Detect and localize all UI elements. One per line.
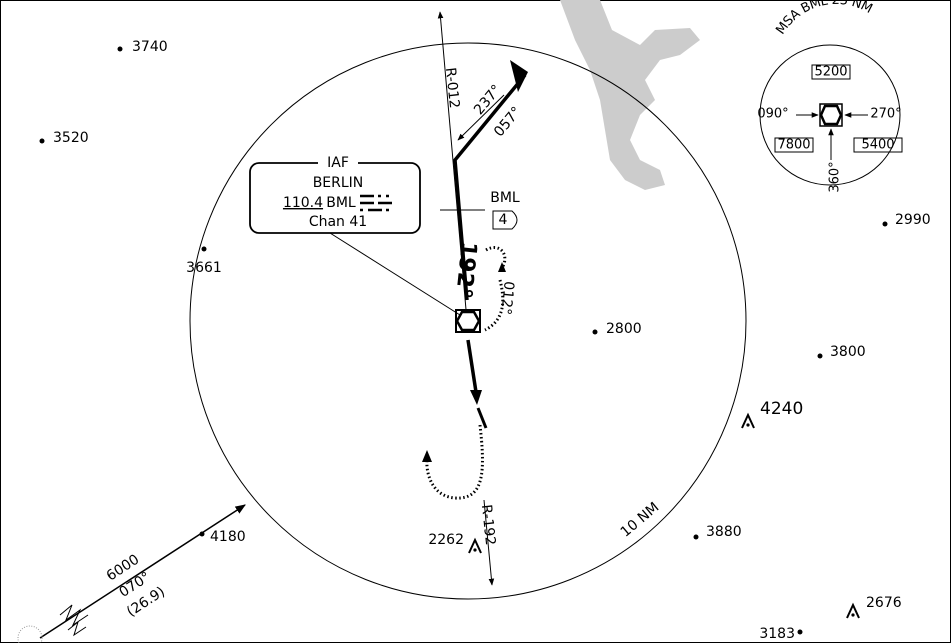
final-arrow [470, 390, 482, 405]
peak-dot [473, 548, 477, 552]
msa-left: 7800 [777, 138, 810, 153]
spot-dot [39, 138, 45, 144]
spot-dot [693, 534, 699, 540]
spot-dot [592, 329, 598, 335]
outbound-course [453, 73, 527, 301]
spot-elevation: 3520 [53, 130, 89, 146]
spot-elevation: 2800 [606, 321, 642, 337]
hold-course-label: 012° [497, 280, 516, 315]
course-arrow [510, 60, 528, 92]
msa-right: 5400 [861, 138, 894, 153]
spot-elevation: 3740 [132, 39, 168, 55]
radial-north [437, 11, 468, 322]
feeder-fix [17, 625, 43, 643]
facility-tag: IAF [327, 155, 349, 171]
spot-elevation: 3661 [186, 260, 222, 276]
spot-dot [117, 46, 123, 52]
spot-elevation: 3183 [759, 626, 795, 642]
radial-north-label: R-012 [442, 67, 462, 109]
feeder-symbol [59, 604, 89, 637]
spot-dot [882, 221, 888, 227]
morse-code [360, 194, 392, 212]
ten-nm-ring [189, 42, 747, 600]
fix-ident: BML [490, 190, 520, 206]
holding-pattern [484, 246, 507, 332]
tag-gap [318, 156, 358, 170]
facility-ident: BML [326, 195, 356, 211]
facility-name: BERLIN [313, 175, 364, 191]
turn-start [476, 407, 488, 429]
peak-dot [746, 423, 750, 427]
peak-symbol [846, 602, 860, 619]
final-course [466, 339, 478, 393]
peak-elevation: 2676 [866, 595, 902, 611]
msa-south: 360° [828, 161, 843, 192]
spot-elevation: 4180 [210, 529, 246, 545]
hold-arrow [498, 262, 506, 272]
spot-elevation: 2990 [895, 212, 931, 228]
radial-south [483, 499, 495, 586]
vortac-symbol [455, 309, 481, 333]
final-course-label: 192° [450, 240, 481, 299]
peak-elevation: 2262 [428, 532, 464, 548]
dme-box [492, 210, 518, 230]
msa-west: 090° [757, 107, 788, 122]
feeder-route [39, 504, 246, 639]
facility-channel: Chan 41 [309, 214, 367, 230]
peak-symbol [741, 412, 755, 429]
radial-south-label: R-192 [478, 504, 498, 546]
fix-dme: 4 [499, 212, 508, 228]
turn-arrow [422, 450, 432, 462]
spot-dot [199, 531, 205, 537]
msa-east: 270° [870, 107, 901, 122]
spot-dot [797, 629, 803, 635]
peak-elevation: 4240 [760, 399, 803, 419]
spot-elevation: 3880 [706, 524, 742, 540]
spot-dot [201, 246, 207, 252]
spot-elevation: 3800 [830, 344, 866, 360]
peak-dot [851, 613, 855, 617]
spot-dot [817, 353, 823, 359]
msa-north: 5200 [814, 65, 847, 80]
leader-line [329, 232, 461, 316]
peak-symbol [468, 537, 482, 554]
reverse-course [457, 94, 505, 141]
facility-frequency: 110.4 [283, 195, 323, 211]
